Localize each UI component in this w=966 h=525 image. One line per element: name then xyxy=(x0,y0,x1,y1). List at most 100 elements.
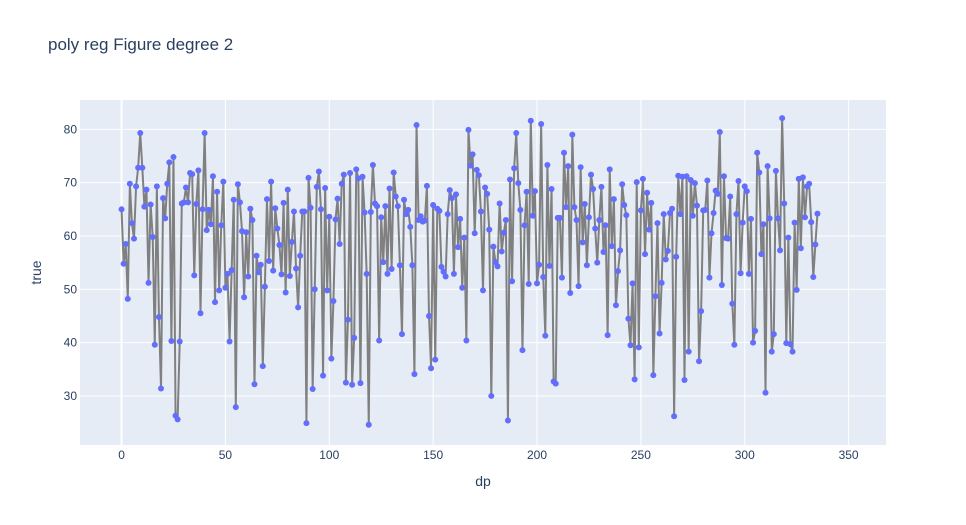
data-point xyxy=(307,204,314,211)
data-point xyxy=(590,186,597,193)
data-point xyxy=(577,164,584,171)
data-point xyxy=(610,196,617,203)
data-point xyxy=(617,247,624,254)
data-point xyxy=(745,270,752,277)
data-point xyxy=(284,186,291,193)
data-point xyxy=(662,256,669,263)
data-point xyxy=(752,327,759,334)
data-point xyxy=(635,344,642,351)
data-point xyxy=(290,208,297,215)
data-point xyxy=(644,189,651,196)
data-point xyxy=(459,284,466,291)
data-point xyxy=(380,259,387,266)
data-point xyxy=(297,252,304,259)
data-point xyxy=(548,186,555,193)
data-point xyxy=(423,182,430,189)
data-point xyxy=(280,199,287,206)
data-point xyxy=(120,260,127,267)
data-point xyxy=(579,239,586,246)
data-point xyxy=(781,200,788,207)
data-point xyxy=(131,235,138,242)
data-point xyxy=(496,200,503,207)
data-point xyxy=(602,222,609,229)
data-point xyxy=(810,274,817,281)
data-point xyxy=(388,266,395,273)
data-point xyxy=(729,300,736,307)
data-point xyxy=(727,193,734,200)
data-point xyxy=(619,181,626,188)
data-point xyxy=(245,273,252,280)
data-point xyxy=(509,278,516,285)
data-point xyxy=(440,268,447,275)
x-tick-label: 350 xyxy=(839,448,859,462)
data-point xyxy=(320,372,327,379)
data-point xyxy=(671,413,678,420)
data-point xyxy=(251,381,258,388)
y-tick-label: 80 xyxy=(64,122,78,136)
data-point xyxy=(764,163,771,170)
data-point xyxy=(197,310,204,317)
data-point xyxy=(374,203,381,210)
data-point xyxy=(504,417,511,424)
data-point xyxy=(739,219,746,226)
data-point xyxy=(475,172,482,179)
data-point xyxy=(633,179,640,186)
data-point xyxy=(531,188,538,195)
data-point xyxy=(274,225,281,232)
data-point xyxy=(546,262,553,269)
data-point xyxy=(750,339,757,346)
data-point xyxy=(772,167,779,174)
data-point xyxy=(317,206,324,213)
data-point xyxy=(174,416,181,423)
data-point xyxy=(176,338,183,345)
data-point xyxy=(301,208,308,215)
data-point xyxy=(683,173,690,180)
data-point xyxy=(469,151,476,158)
data-point xyxy=(218,222,225,229)
data-point xyxy=(158,385,165,392)
data-point xyxy=(203,227,210,234)
data-point xyxy=(465,126,472,133)
data-point xyxy=(234,181,241,188)
data-point xyxy=(421,217,428,224)
data-point xyxy=(413,122,420,129)
data-point xyxy=(789,348,796,355)
data-point xyxy=(145,279,152,286)
data-point xyxy=(540,274,547,281)
data-point xyxy=(799,174,806,181)
data-point xyxy=(785,234,792,241)
data-point xyxy=(313,183,320,190)
data-point xyxy=(677,211,684,218)
data-point xyxy=(147,201,154,208)
data-point xyxy=(631,376,638,383)
x-tick-label: 200 xyxy=(527,448,547,462)
y-tick-label: 60 xyxy=(64,229,78,243)
data-point xyxy=(777,247,784,254)
data-point xyxy=(351,334,358,341)
data-point xyxy=(502,216,509,223)
data-point xyxy=(571,204,578,211)
data-point xyxy=(488,392,495,399)
data-point xyxy=(311,286,318,293)
data-point xyxy=(151,341,158,348)
y-axis-label: true xyxy=(28,260,44,284)
data-point xyxy=(525,280,532,287)
data-point xyxy=(511,165,518,172)
data-point xyxy=(394,203,401,210)
data-point xyxy=(390,169,397,176)
data-point xyxy=(347,170,354,177)
data-point xyxy=(696,358,703,365)
data-point xyxy=(735,178,742,185)
data-point xyxy=(534,280,541,287)
data-point xyxy=(691,180,698,187)
data-point xyxy=(126,180,133,187)
data-point xyxy=(455,244,462,251)
data-point xyxy=(278,271,285,278)
data-point xyxy=(386,185,393,192)
data-point xyxy=(378,214,385,221)
data-point xyxy=(384,270,391,277)
data-point xyxy=(259,363,266,370)
data-point xyxy=(135,164,142,171)
data-point xyxy=(500,229,507,236)
